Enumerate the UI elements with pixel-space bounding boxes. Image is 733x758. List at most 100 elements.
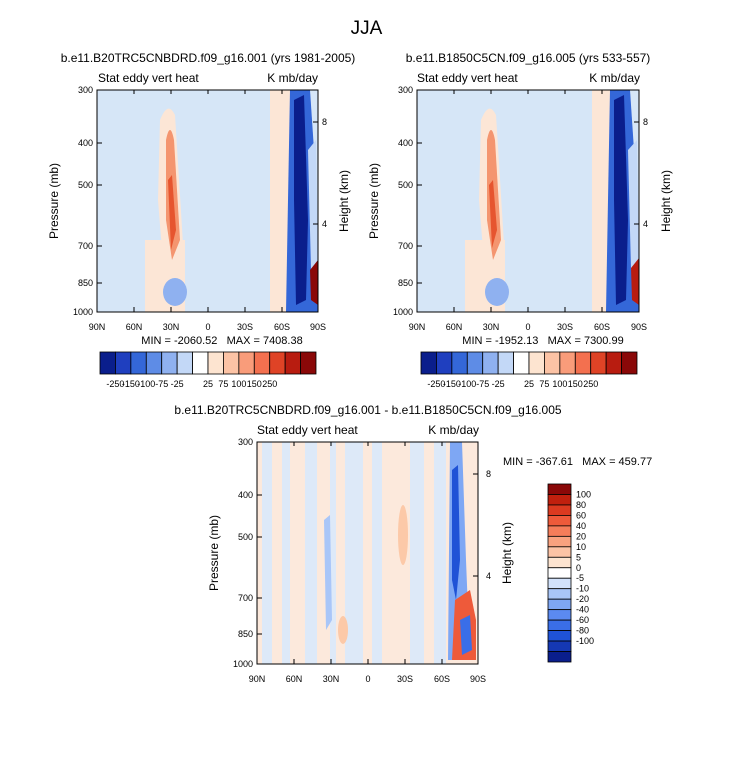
panel-1-ytick-right-4: 4 bbox=[322, 219, 327, 229]
panel-1-colorbar-swatch bbox=[115, 351, 132, 375]
panel-2-min-max: MIN = -1952.13 MAX = 7300.99 bbox=[462, 335, 623, 347]
panel-2-colorbar-swatch bbox=[451, 351, 468, 375]
panel-1-colorbar-swatch bbox=[269, 351, 286, 375]
panel-2-colorbar-swatch bbox=[497, 351, 514, 375]
panel-2-colorbar-swatch bbox=[559, 351, 576, 375]
panel-3-streak-2 bbox=[282, 442, 290, 664]
panel-3-colorbar-label: 20 bbox=[576, 531, 586, 541]
panel-3-colorbar-label: -80 bbox=[576, 626, 589, 636]
panel-2-left-string: Stat eddy vert heat bbox=[417, 71, 518, 85]
panel-3-min-max: MIN = -367.61 MAX = 459.77 bbox=[503, 456, 652, 468]
panel-3-streak-8 bbox=[434, 442, 446, 664]
panel-2-region-lowlevel-blue bbox=[485, 278, 509, 306]
panel-1-colorbar-swatch bbox=[161, 351, 178, 375]
panel-2-colorbar-label: -250 bbox=[427, 379, 445, 389]
panel-1-ytick-400: 400 bbox=[78, 138, 93, 148]
panel-3-colorbar-label: -40 bbox=[576, 605, 589, 615]
panel-2-plot-area bbox=[416, 89, 640, 313]
panel-3-streak-7 bbox=[410, 442, 424, 664]
panel-1-colorbar-swatch bbox=[176, 351, 193, 375]
panel-3-ytick-300: 300 bbox=[238, 437, 253, 447]
panel-2-colorbar-label: 100 bbox=[552, 379, 567, 389]
panel-3-ytick-500: 500 bbox=[238, 532, 253, 542]
panel-1-xtick-0: 0 bbox=[205, 322, 210, 332]
panel-2-ylabel: Pressure (mb) bbox=[367, 163, 381, 239]
panel-1-left-string: Stat eddy vert heat bbox=[98, 71, 199, 85]
panel-2-colorbar-swatch bbox=[574, 351, 592, 375]
panel-1-ytick-right-8: 8 bbox=[322, 117, 327, 127]
panel-2-x-axis: 90N 60N 30N 0 30S 60S 90S bbox=[409, 322, 647, 332]
panel-3-xtick-90s: 90S bbox=[470, 674, 486, 684]
panel-1-region-lowlevel-blue bbox=[163, 278, 187, 306]
panel-3-colorbar-swatch bbox=[547, 556, 572, 569]
panel-3-ytick-right-4: 4 bbox=[486, 571, 491, 581]
panel-3-ylabel: Pressure (mb) bbox=[207, 515, 221, 591]
panel-2-region-antarctic-deep bbox=[614, 95, 628, 305]
panel-3-streak-3 bbox=[305, 442, 317, 664]
panel-2-colorbar-label: -25 bbox=[492, 379, 505, 389]
panel-3-colorbar-label: 60 bbox=[576, 510, 586, 520]
panel-2-ytick-400: 400 bbox=[398, 138, 413, 148]
panel-3-xtick-90n: 90N bbox=[249, 674, 266, 684]
panel-1-colorbar-label: 150 bbox=[247, 379, 262, 389]
panel-3-colorbar-swatch bbox=[547, 609, 572, 621]
panel-2-region-core-inner bbox=[489, 180, 497, 248]
panel-1-x-axis: 90N 60N 30N 0 30S 60S 90S bbox=[89, 322, 326, 332]
panel-2-colorbar-swatch bbox=[621, 351, 638, 375]
panel-1-region-south-band bbox=[270, 90, 290, 312]
panel-3-colorbar-swatch bbox=[547, 483, 572, 495]
panel-3-xtick-30n: 30N bbox=[323, 674, 340, 684]
panel-3-colorbar-swatch bbox=[547, 588, 572, 600]
panel-1-region-polar-red bbox=[310, 260, 318, 305]
panel-3-colorbar-label: 80 bbox=[576, 500, 586, 510]
panel-1-y-axis: 300 400 500 700 850 1000 bbox=[73, 85, 93, 317]
panel-2-region-south-band bbox=[592, 90, 610, 312]
panel-1-colorbar-swatch bbox=[145, 351, 163, 375]
panel-1-colorbar-label: -150 bbox=[122, 379, 140, 389]
panel-3-y-axis: 300 400 500 700 850 1000 bbox=[233, 437, 253, 669]
panel-3-colorbar-swatch bbox=[547, 546, 572, 558]
panel-2-colorbar-swatch bbox=[605, 351, 622, 375]
panel-3-colorbar-swatch bbox=[547, 567, 572, 579]
panel-1-colorbar-swatch bbox=[284, 351, 301, 375]
panel-3-colorbar-swatch bbox=[547, 535, 572, 548]
panel-2-colorbar-label: 150 bbox=[568, 379, 583, 389]
panel-1-colorbar-label: -25 bbox=[171, 379, 184, 389]
panel-1-xtick-60n: 60N bbox=[126, 322, 143, 332]
panel-2-region-polar-red bbox=[631, 258, 639, 305]
panel-1-colorbar-swatch bbox=[207, 351, 224, 375]
panel-3-colorbar-swatch bbox=[547, 494, 572, 506]
panel-3-colorbar-label: 0 bbox=[576, 563, 581, 573]
panel-1-colorbar-swatch bbox=[130, 351, 147, 375]
panel-3-ytick-right-8: 8 bbox=[486, 469, 491, 479]
panel-1-xtick-90s: 90S bbox=[310, 322, 326, 332]
panel-3-colorbar-label: -10 bbox=[576, 584, 589, 594]
panel-3-xtick-30s: 30S bbox=[397, 674, 413, 684]
panel-2-ytick-300: 300 bbox=[398, 85, 413, 95]
panel-3-colorbar-swatch bbox=[547, 619, 572, 631]
panel-3-colorbar-label: 100 bbox=[576, 489, 591, 499]
panel-1-colorbar-label: 250 bbox=[262, 379, 277, 389]
panel-3-region-positive-low bbox=[338, 616, 348, 644]
panel-1-min-max: MIN = -2060.52 MAX = 7408.38 bbox=[141, 335, 302, 347]
panel-1-xtick-90n: 90N bbox=[89, 322, 106, 332]
panel-3-region-antarctic-deep bbox=[452, 465, 460, 600]
panel-3-colorbar-swatch bbox=[547, 504, 572, 516]
panel-1-colorbar-label: -75 bbox=[155, 379, 168, 389]
panel-3-ylabel-right: Height (km) bbox=[500, 522, 514, 584]
panel-3-colorbar-swatch bbox=[547, 640, 572, 652]
panel-3-colorbar-swatch bbox=[547, 577, 572, 590]
panel-3-colorbar-swatch bbox=[547, 525, 572, 537]
panel-3-streak-5 bbox=[345, 442, 363, 664]
panel-1-colorbar-swatch bbox=[223, 351, 240, 375]
panel-3-title: b.e11.B20TRC5CNBDRD.f09_g16.001 - b.e11.… bbox=[174, 403, 561, 417]
panel-3-colorbar-swatch bbox=[547, 515, 572, 527]
panel-2-y-axis: 300 400 500 700 850 1000 bbox=[393, 85, 413, 317]
panel-3-colorbar-label: -60 bbox=[576, 615, 589, 625]
panel-1-region-antarctic-light bbox=[308, 140, 318, 270]
panel-1-colorbar-label: -100 bbox=[137, 379, 155, 389]
panel-3-right-string: K mb/day bbox=[428, 423, 479, 437]
panel-2-xtick-60s: 60S bbox=[594, 322, 610, 332]
panel-3-colorbar-swatch bbox=[547, 651, 572, 663]
